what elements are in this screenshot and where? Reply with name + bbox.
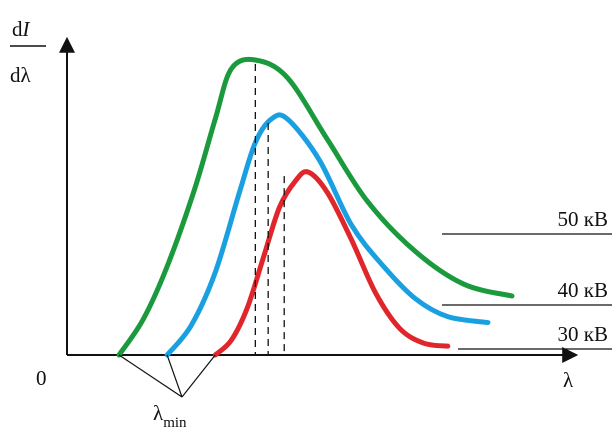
peak-markers — [254, 64, 285, 355]
x-axis-label: λ — [563, 368, 574, 392]
series-line-1 — [116, 56, 515, 358]
lambda-min-pointer-3 — [181, 354, 216, 398]
series-line-3 — [212, 169, 451, 358]
svg-text:dI: dI — [12, 17, 31, 41]
series-labels: 50 кВ 40 кВ 30 кВ — [442, 207, 612, 350]
lambda-min-symbol: λ — [153, 401, 164, 425]
lambda-min-pointer-2 — [166, 354, 183, 398]
lambda-min-subscript: min — [163, 415, 187, 431]
series-layer — [116, 56, 515, 358]
lambda-min-pointer-1 — [118, 354, 183, 398]
y-axis-label: dI dλ — [10, 17, 46, 87]
series-label-1: 50 кВ — [558, 207, 608, 231]
series-line-2 — [164, 112, 491, 358]
series-label-3: 30 кВ — [558, 322, 608, 346]
lambda-min-annotation: λmin — [118, 354, 216, 431]
y-label-d: d — [12, 17, 23, 41]
svg-text:λmin: λmin — [153, 401, 187, 431]
series-label-2: 40 кВ — [558, 278, 608, 302]
origin-label: 0 — [36, 366, 47, 390]
y-label-var: I — [22, 17, 31, 41]
y-label-denominator: dλ — [10, 63, 32, 87]
